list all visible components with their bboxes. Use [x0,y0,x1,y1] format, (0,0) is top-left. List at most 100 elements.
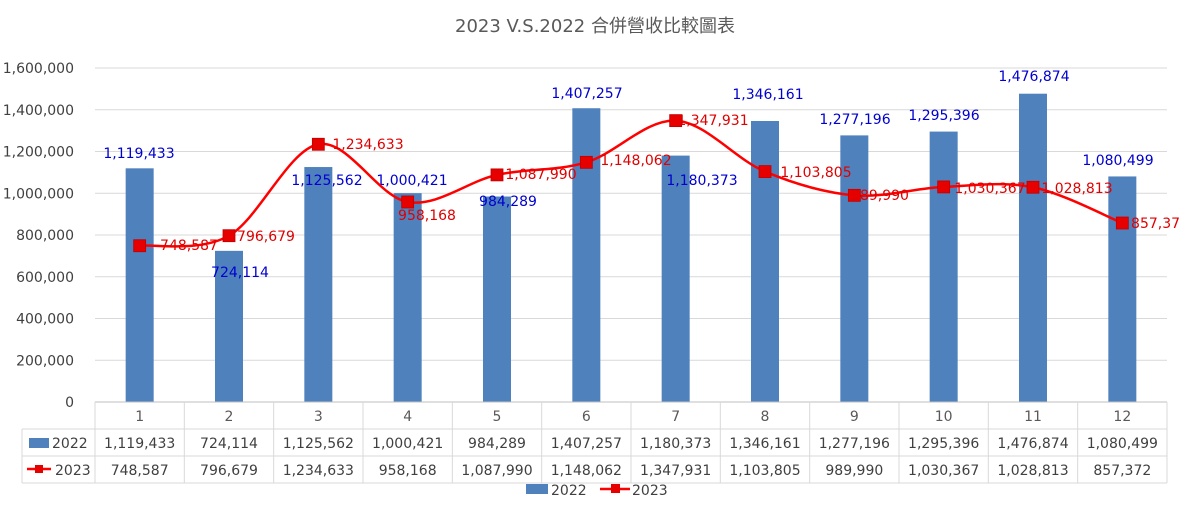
bar-2022-2 [215,250,243,402]
x-category-label: 9 [850,409,859,425]
bar-2022-8 [751,120,779,402]
table-cell-2022: 984,289 [468,436,526,452]
table-cell-2022: 1,346,161 [729,436,800,452]
x-category-label: 3 [314,409,323,425]
bar-2022-5 [483,196,511,402]
x-category-label: 4 [403,409,412,425]
marker-2023-5 [490,168,504,182]
line-data-label: 958,168 [398,208,456,224]
line-data-label: 857,372 [1131,216,1180,232]
marker-2023-11 [1026,180,1040,194]
x-category-label: 7 [671,409,680,425]
y-tick-label: 1,400,000 [3,103,74,119]
marker-2023-12 [1115,216,1129,230]
line-data-label: 1,347,931 [677,113,748,129]
table-cell-2022: 1,000,421 [372,436,443,452]
x-category-label: 8 [761,409,770,425]
bar-2022-3 [304,167,333,402]
line-data-label: 1,028,813 [1041,181,1112,197]
table-cell-2022: 1,125,562 [283,436,354,452]
legend-key-2022 [526,484,548,494]
table-cell-2023: 1,347,931 [640,463,711,479]
bar-data-label: 1,180,373 [666,173,737,189]
table-cell-2023: 796,679 [200,463,258,479]
x-category-label: 1 [135,409,144,425]
legend-label-2022: 2022 [551,483,587,499]
line-data-label: 1,030,367 [954,181,1025,197]
table-cell-2023: 1,234,633 [283,463,354,479]
y-tick-label: 200,000 [16,353,74,369]
y-tick-label: 1,200,000 [3,145,74,161]
line-data-label: 989,990 [851,188,909,204]
bar-data-label: 1,080,499 [1082,153,1153,169]
table-cell-2023: 1,087,990 [461,463,532,479]
bar-data-label: 1,295,396 [908,108,979,124]
table-cell-2022: 1,407,257 [551,436,622,452]
table-cell-2023: 1,103,805 [729,463,800,479]
x-category-label: 12 [1113,409,1131,425]
line-data-label: 1,087,990 [505,167,576,183]
line-data-label: 1,103,805 [780,165,851,181]
table-cell-2022: 1,119,433 [104,436,175,452]
line-series-2023: 748,587 796,679 1,234,633 958,168 1,087,990 1… [133,113,1180,254]
y-axis: 0 200,000 400,000 600,000 800,000 1,000,000 1,… [3,61,74,411]
bar-data-label: 1,476,874 [998,69,1069,85]
gridlines [95,67,1167,361]
table-series-name: 2023 [55,463,91,479]
table-cell-2022: 1,180,373 [640,436,711,452]
table-series-name: 2022 [52,436,88,452]
y-tick-label: 800,000 [16,228,74,244]
bar-data-label: 1,407,257 [551,86,622,102]
bar-data-label: 1,346,161 [732,87,803,103]
table-cell-2023: 857,372 [1093,463,1151,479]
bar-data-label: 1,125,562 [291,173,362,189]
bar-2022-7 [661,155,690,402]
x-category-label: 6 [582,409,591,425]
bar-2022-12 [1108,176,1137,402]
y-tick-label: 1,000,000 [3,186,74,202]
marker-2023-3 [311,137,325,151]
marker-2023-1 [133,239,147,253]
marker-2023-2 [222,229,236,243]
table-cell-2023: 1,030,367 [908,463,979,479]
marker-2023-7 [669,114,683,128]
legend-label-2023: 2023 [632,483,668,499]
table-cell-2023: 748,587 [111,463,169,479]
x-category-label: 2 [225,409,234,425]
marker-2023-9 [847,188,861,202]
bar-2022-9 [840,135,869,403]
table-cell-2023: 958,168 [379,463,437,479]
marker-2023-10 [937,180,951,194]
x-category-label: 11 [1024,409,1042,425]
line-data-label: 748,587 [160,238,218,254]
chart-title: 2023 V.S.2022 合併營收比較圖表 [455,16,735,37]
table-cell-2023: 989,990 [825,463,883,479]
table-cell-2022: 1,476,874 [997,436,1068,452]
marker-2023-8 [758,165,772,178]
y-tick-label: 600,000 [16,270,74,286]
table-cell-2022: 1,277,196 [819,436,890,452]
y-tick-label: 0 [65,395,74,411]
table-key-2022 [29,438,49,448]
marker-2023-4 [401,195,415,209]
bar-data-label: 984,289 [479,194,537,210]
table-key-2023-marker [35,465,43,473]
table-cell-2023: 1,148,062 [551,463,622,479]
bar-2022-11 [1019,93,1047,403]
bar-2022-1 [125,168,154,402]
table-cell-2022: 724,114 [200,436,258,452]
bar-2022-10 [929,131,958,402]
line-data-label: 796,679 [237,229,295,245]
table-cell-2022: 1,080,499 [1087,436,1158,452]
line-data-label: 1,148,062 [600,153,671,169]
marker-2023-6 [579,155,593,169]
y-tick-label: 1,600,000 [3,61,74,77]
bar-data-label: 724,114 [211,265,269,281]
y-tick-label: 400,000 [16,312,74,328]
bar-series-2022: 1,119,433 724,114 1,125,562 1,000,421 984,28… [103,69,1154,403]
bar-2022-6 [572,108,601,402]
x-category-label: 10 [935,409,953,425]
